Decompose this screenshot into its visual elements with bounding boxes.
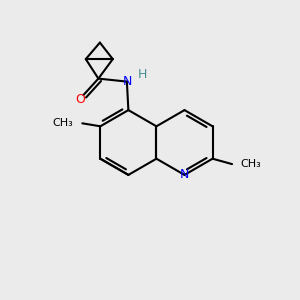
- Text: O: O: [75, 93, 85, 106]
- Text: CH₃: CH₃: [241, 159, 261, 169]
- Text: H: H: [138, 68, 147, 82]
- Text: N: N: [123, 75, 132, 88]
- Text: CH₃: CH₃: [52, 118, 73, 128]
- Text: N: N: [180, 168, 189, 182]
